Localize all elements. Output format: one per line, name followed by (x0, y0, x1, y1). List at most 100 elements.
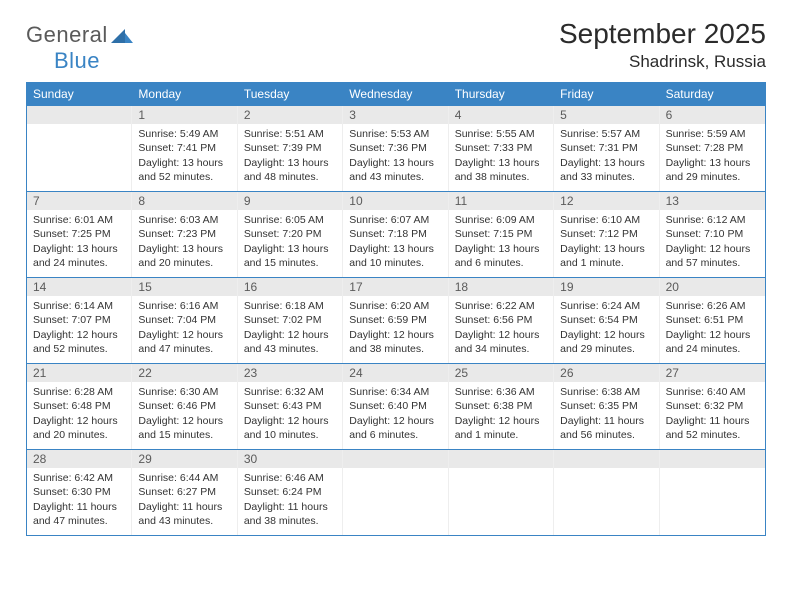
day-body: Sunrise: 6:24 AMSunset: 6:54 PMDaylight:… (554, 296, 658, 362)
day-number: 21 (27, 364, 131, 382)
dayname-row: Sunday Monday Tuesday Wednesday Thursday… (27, 83, 765, 105)
day-number: 22 (132, 364, 236, 382)
calendar-cell: 18Sunrise: 6:22 AMSunset: 6:56 PMDayligh… (449, 278, 554, 363)
daylight-text: Daylight: 12 hours and 10 minutes. (244, 414, 336, 442)
calendar-cell: 6Sunrise: 5:59 AMSunset: 7:28 PMDaylight… (660, 106, 765, 191)
sunset-text: Sunset: 6:51 PM (666, 313, 759, 327)
day-body: Sunrise: 6:44 AMSunset: 6:27 PMDaylight:… (132, 468, 236, 534)
dayname-wednesday: Wednesday (343, 83, 448, 105)
day-body: Sunrise: 5:49 AMSunset: 7:41 PMDaylight:… (132, 124, 236, 190)
day-body: Sunrise: 6:01 AMSunset: 7:25 PMDaylight:… (27, 210, 131, 276)
day-number: 9 (238, 192, 342, 210)
sunrise-text: Sunrise: 6:26 AM (666, 299, 759, 313)
day-number: 1 (132, 106, 236, 124)
calendar-week: 7Sunrise: 6:01 AMSunset: 7:25 PMDaylight… (27, 191, 765, 277)
daylight-text: Daylight: 13 hours and 1 minute. (560, 242, 652, 270)
calendar-week: 21Sunrise: 6:28 AMSunset: 6:48 PMDayligh… (27, 363, 765, 449)
calendar-grid: Sunday Monday Tuesday Wednesday Thursday… (26, 82, 766, 536)
sunset-text: Sunset: 6:54 PM (560, 313, 652, 327)
sunset-text: Sunset: 6:59 PM (349, 313, 441, 327)
day-body: Sunrise: 6:14 AMSunset: 7:07 PMDaylight:… (27, 296, 131, 362)
sunset-text: Sunset: 6:46 PM (138, 399, 230, 413)
day-body: Sunrise: 6:05 AMSunset: 7:20 PMDaylight:… (238, 210, 342, 276)
sunset-text: Sunset: 6:43 PM (244, 399, 336, 413)
day-number: 7 (27, 192, 131, 210)
sunrise-text: Sunrise: 6:07 AM (349, 213, 441, 227)
calendar-cell: 23Sunrise: 6:32 AMSunset: 6:43 PMDayligh… (238, 364, 343, 449)
calendar-cell: 9Sunrise: 6:05 AMSunset: 7:20 PMDaylight… (238, 192, 343, 277)
sunset-text: Sunset: 7:23 PM (138, 227, 230, 241)
day-number: 3 (343, 106, 447, 124)
day-number: 15 (132, 278, 236, 296)
day-number: 23 (238, 364, 342, 382)
weeks-container: 1Sunrise: 5:49 AMSunset: 7:41 PMDaylight… (27, 105, 765, 535)
day-body: Sunrise: 6:46 AMSunset: 6:24 PMDaylight:… (238, 468, 342, 534)
day-number: 12 (554, 192, 658, 210)
day-body: Sunrise: 5:57 AMSunset: 7:31 PMDaylight:… (554, 124, 658, 190)
day-body: Sunrise: 6:07 AMSunset: 7:18 PMDaylight:… (343, 210, 447, 276)
daylight-text: Daylight: 13 hours and 29 minutes. (666, 156, 759, 184)
daylight-text: Daylight: 11 hours and 52 minutes. (666, 414, 759, 442)
day-body: Sunrise: 6:28 AMSunset: 6:48 PMDaylight:… (27, 382, 131, 448)
daylight-text: Daylight: 12 hours and 57 minutes. (666, 242, 759, 270)
sunset-text: Sunset: 7:28 PM (666, 141, 759, 155)
calendar-cell: 14Sunrise: 6:14 AMSunset: 7:07 PMDayligh… (27, 278, 132, 363)
sunset-text: Sunset: 6:56 PM (455, 313, 547, 327)
calendar-cell (343, 450, 448, 535)
sunrise-text: Sunrise: 6:28 AM (33, 385, 125, 399)
day-body: Sunrise: 6:22 AMSunset: 6:56 PMDaylight:… (449, 296, 553, 362)
day-number: 2 (238, 106, 342, 124)
daylight-text: Daylight: 13 hours and 48 minutes. (244, 156, 336, 184)
sunset-text: Sunset: 7:12 PM (560, 227, 652, 241)
dayname-saturday: Saturday (660, 83, 765, 105)
sunset-text: Sunset: 7:02 PM (244, 313, 336, 327)
day-body: Sunrise: 6:03 AMSunset: 7:23 PMDaylight:… (132, 210, 236, 276)
day-number: 20 (660, 278, 765, 296)
sunset-text: Sunset: 6:48 PM (33, 399, 125, 413)
day-body: Sunrise: 6:40 AMSunset: 6:32 PMDaylight:… (660, 382, 765, 448)
dayname-tuesday: Tuesday (238, 83, 343, 105)
daylight-text: Daylight: 12 hours and 15 minutes. (138, 414, 230, 442)
sunset-text: Sunset: 7:04 PM (138, 313, 230, 327)
day-number: 24 (343, 364, 447, 382)
daylight-text: Daylight: 12 hours and 24 minutes. (666, 328, 759, 356)
sunrise-text: Sunrise: 6:20 AM (349, 299, 441, 313)
sunset-text: Sunset: 7:41 PM (138, 141, 230, 155)
day-body: Sunrise: 6:36 AMSunset: 6:38 PMDaylight:… (449, 382, 553, 448)
sunrise-text: Sunrise: 6:24 AM (560, 299, 652, 313)
sunset-text: Sunset: 7:15 PM (455, 227, 547, 241)
calendar-cell: 13Sunrise: 6:12 AMSunset: 7:10 PMDayligh… (660, 192, 765, 277)
calendar-cell: 5Sunrise: 5:57 AMSunset: 7:31 PMDaylight… (554, 106, 659, 191)
logo-word1: General (26, 22, 108, 47)
sunrise-text: Sunrise: 6:12 AM (666, 213, 759, 227)
calendar-cell: 1Sunrise: 5:49 AMSunset: 7:41 PMDaylight… (132, 106, 237, 191)
day-body: Sunrise: 6:20 AMSunset: 6:59 PMDaylight:… (343, 296, 447, 362)
daylight-text: Daylight: 12 hours and 20 minutes. (33, 414, 125, 442)
location: Shadrinsk, Russia (559, 52, 766, 72)
day-number: 10 (343, 192, 447, 210)
sunrise-text: Sunrise: 5:53 AM (349, 127, 441, 141)
calendar-cell: 30Sunrise: 6:46 AMSunset: 6:24 PMDayligh… (238, 450, 343, 535)
day-body: Sunrise: 5:53 AMSunset: 7:36 PMDaylight:… (343, 124, 447, 190)
calendar-cell: 26Sunrise: 6:38 AMSunset: 6:35 PMDayligh… (554, 364, 659, 449)
sunrise-text: Sunrise: 6:09 AM (455, 213, 547, 227)
day-number: 13 (660, 192, 765, 210)
sunset-text: Sunset: 7:33 PM (455, 141, 547, 155)
daylight-text: Daylight: 12 hours and 6 minutes. (349, 414, 441, 442)
sunrise-text: Sunrise: 6:01 AM (33, 213, 125, 227)
sunrise-text: Sunrise: 6:10 AM (560, 213, 652, 227)
sunset-text: Sunset: 6:38 PM (455, 399, 547, 413)
sunrise-text: Sunrise: 6:44 AM (138, 471, 230, 485)
calendar-cell: 10Sunrise: 6:07 AMSunset: 7:18 PMDayligh… (343, 192, 448, 277)
calendar-cell: 15Sunrise: 6:16 AMSunset: 7:04 PMDayligh… (132, 278, 237, 363)
day-body (27, 124, 131, 133)
sunrise-text: Sunrise: 6:22 AM (455, 299, 547, 313)
sunset-text: Sunset: 7:25 PM (33, 227, 125, 241)
sunrise-text: Sunrise: 5:49 AM (138, 127, 230, 141)
sunset-text: Sunset: 7:36 PM (349, 141, 441, 155)
day-body: Sunrise: 6:10 AMSunset: 7:12 PMDaylight:… (554, 210, 658, 276)
calendar-week: 1Sunrise: 5:49 AMSunset: 7:41 PMDaylight… (27, 105, 765, 191)
day-number (660, 450, 765, 468)
calendar-cell: 19Sunrise: 6:24 AMSunset: 6:54 PMDayligh… (554, 278, 659, 363)
calendar-week: 28Sunrise: 6:42 AMSunset: 6:30 PMDayligh… (27, 449, 765, 535)
